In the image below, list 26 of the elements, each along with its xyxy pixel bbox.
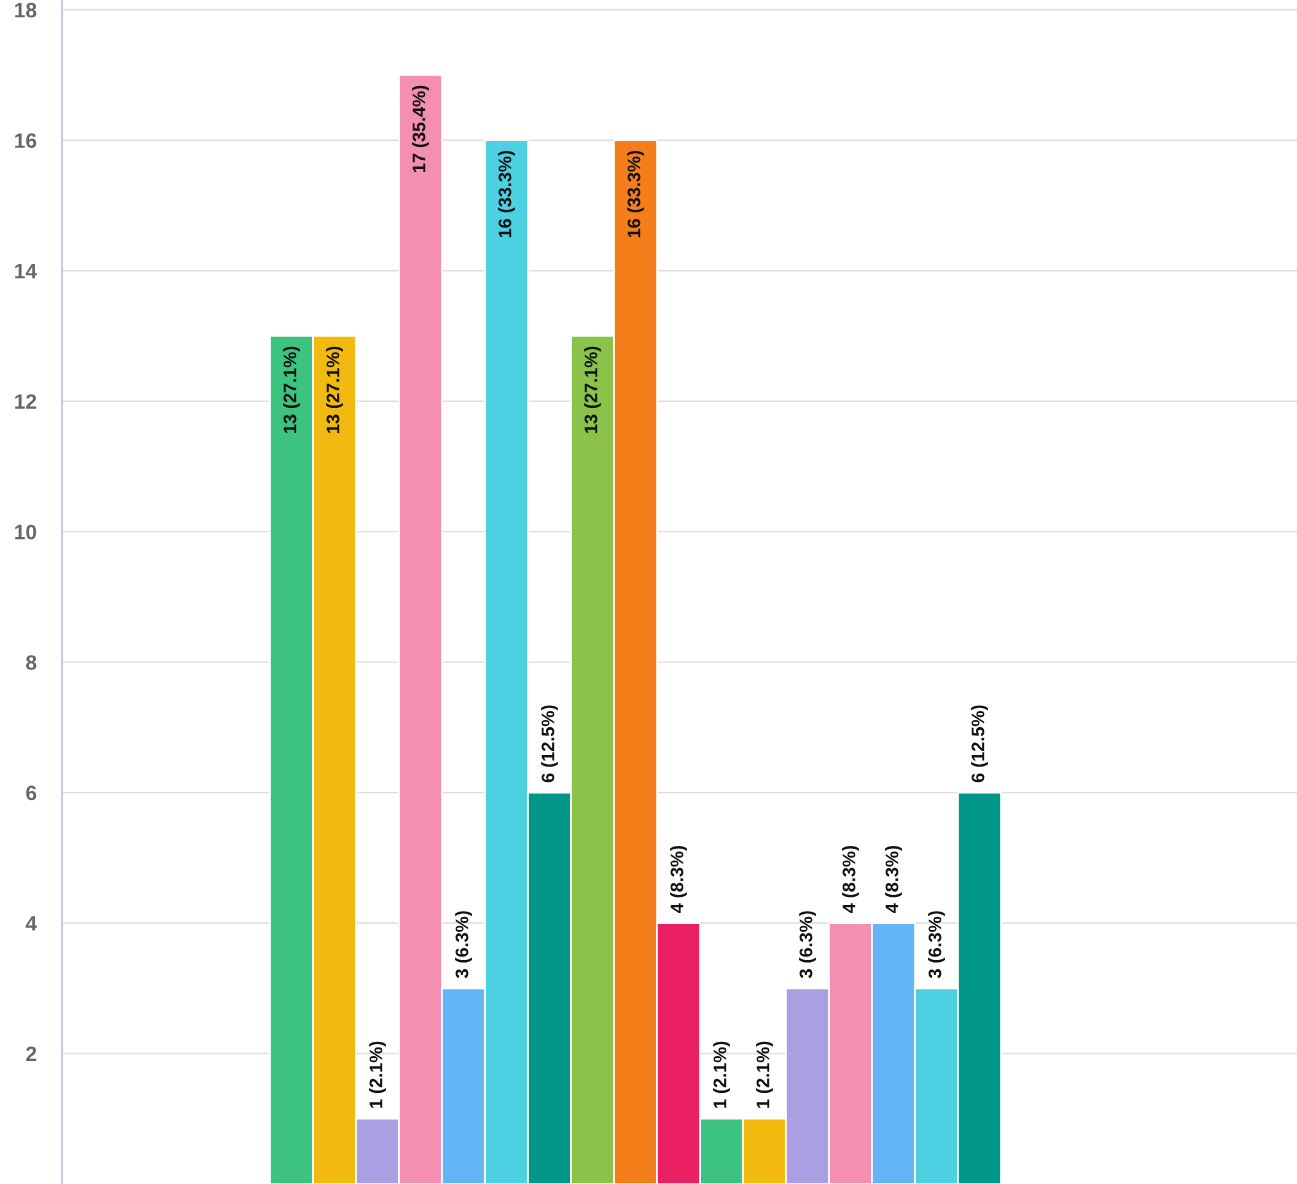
data-label: 4 (8.3%)	[842, 845, 859, 913]
data-label: 13 (27.1%)	[584, 346, 601, 433]
data-label: 3 (6.3%)	[928, 911, 945, 979]
y-tick-label: 12	[15, 394, 37, 409]
data-label: 6 (12.5%)	[971, 705, 988, 783]
y-tick-label: 4	[25, 916, 37, 931]
data-label: 16 (33.3%)	[627, 150, 644, 238]
data-label: 1 (2.1%)	[756, 1041, 773, 1108]
data-label: 1 (2.1%)	[369, 1041, 386, 1108]
data-label: 3 (6.3%)	[455, 911, 472, 979]
data-label: 6 (12.5%)	[541, 705, 558, 783]
data-label: 13 (27.1%)	[326, 346, 343, 433]
data-label: 17 (35.4%)	[412, 85, 429, 172]
data-label: 16 (33.3%)	[498, 150, 515, 238]
data-label: 3 (6.3%)	[799, 911, 816, 979]
y-tick-label: 8	[26, 655, 37, 670]
data-label: 4 (8.3%)	[670, 845, 687, 913]
data-label: 13 (27.1%)	[283, 346, 300, 433]
y-tick-label: 14	[15, 263, 37, 279]
y-tick-label: 16	[15, 133, 37, 149]
data-label: 4 (8.3%)	[885, 845, 902, 913]
y-tick-label: 6	[26, 785, 37, 801]
y-tick-label: 10	[15, 524, 37, 540]
data-label: 1 (2.1%)	[713, 1041, 730, 1108]
y-tick-label: 2	[26, 1046, 37, 1062]
y-tick-label: 18	[15, 2, 37, 18]
